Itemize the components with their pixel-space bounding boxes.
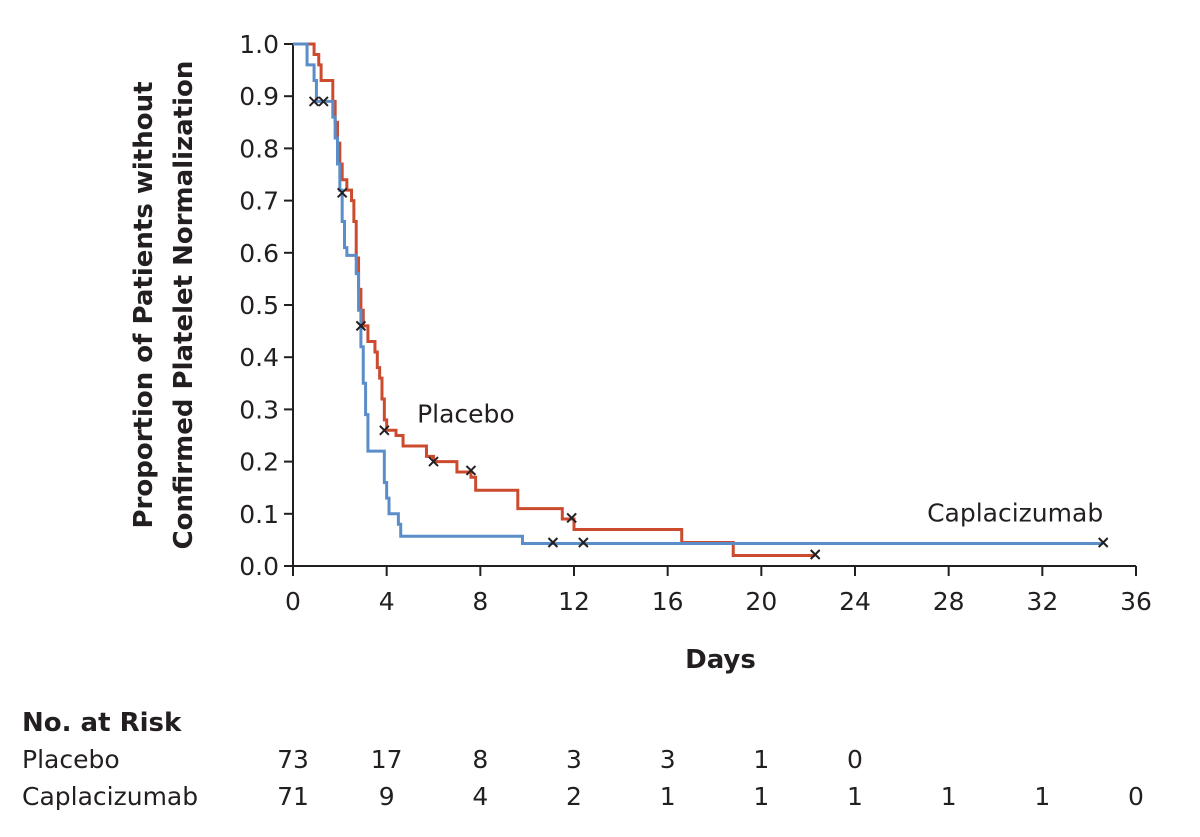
- x-tick-label: 4: [379, 587, 395, 616]
- risk-row-label: Caplacizumab: [22, 782, 198, 811]
- x-axis-title: Days: [685, 645, 756, 675]
- censor-mark: [1098, 537, 1109, 548]
- risk-table-title: No. at Risk: [22, 708, 182, 738]
- y-tick-label: 1.0: [239, 30, 279, 59]
- risk-value: 1: [753, 745, 769, 774]
- censor-mark: [809, 549, 821, 560]
- risk-value: 0: [847, 745, 863, 774]
- risk-value: 8: [472, 745, 488, 774]
- censor-mark: [465, 465, 477, 476]
- risk-value: 73: [277, 745, 309, 774]
- y-tick-label: 0.4: [239, 343, 279, 372]
- censor-mark: [566, 512, 577, 524]
- x-tick-label: 12: [558, 587, 590, 616]
- censor-mark: [336, 187, 348, 198]
- y-tick-label: 0.1: [239, 500, 279, 529]
- x-tick-label: 32: [1026, 587, 1058, 616]
- risk-value: 2: [566, 782, 582, 811]
- axes: [292, 44, 1136, 567]
- risk-value: 0: [1128, 782, 1144, 811]
- series-label: Placebo: [417, 399, 515, 428]
- x-tick-label: 16: [652, 587, 684, 616]
- y-tick-label: 0.5: [239, 291, 279, 320]
- y-axis-title-line: Proportion of Patients without: [129, 81, 159, 528]
- series-lines: [293, 42, 1104, 558]
- risk-value: 1: [753, 782, 769, 811]
- y-tick-label: 0.6: [239, 239, 279, 268]
- censor-mark: [318, 96, 329, 107]
- series-line-caplacizumab: [293, 42, 1104, 546]
- series-line-placebo: [293, 42, 816, 558]
- risk-value: 3: [660, 745, 676, 774]
- censor-mark: [379, 425, 390, 436]
- y-axis-title: Proportion of Patients without Confirmed …: [129, 61, 199, 550]
- series-label: Caplacizumab: [927, 499, 1103, 528]
- censor-mark: [428, 456, 439, 467]
- y-tick-label: 0.0: [239, 552, 279, 581]
- y-tick-label: 0.2: [239, 448, 279, 477]
- y-tick-label: 0.8: [239, 134, 279, 163]
- risk-table: Placebo 73 17 8 3 3 1 0 Caplacizumab 71 9 4 2 1 1 1 1 1 0: [22, 745, 1144, 811]
- x-tick-label: 20: [745, 587, 777, 616]
- x-tick-label: 28: [933, 587, 965, 616]
- censor-marks: [308, 96, 1109, 560]
- x-tick-label: 0: [285, 587, 301, 616]
- risk-value: 3: [566, 745, 582, 774]
- censor-mark: [355, 320, 367, 332]
- y-tick-label: 0.3: [239, 395, 279, 424]
- risk-value: 4: [472, 782, 488, 811]
- censor-mark: [578, 537, 589, 548]
- risk-value: 1: [1034, 782, 1050, 811]
- risk-value: 9: [379, 782, 395, 811]
- x-axis-ticks: 0 4 8 12 16 20 24 28 32 36: [285, 566, 1152, 616]
- x-tick-label: 8: [472, 587, 488, 616]
- risk-value: 17: [371, 745, 403, 774]
- y-tick-label: 0.9: [239, 82, 279, 111]
- risk-value: 1: [847, 782, 863, 811]
- y-axis-title-line: Confirmed Platelet Normalization: [169, 61, 199, 550]
- series-labels: Placebo Caplacizumab: [417, 399, 1103, 527]
- risk-value: 1: [660, 782, 676, 811]
- risk-value: 1: [941, 782, 957, 811]
- x-tick-label: 24: [839, 587, 871, 616]
- y-tick-label: 0.7: [239, 187, 279, 216]
- censor-mark: [547, 537, 559, 548]
- risk-row-label: Placebo: [22, 745, 120, 774]
- censor-mark: [308, 96, 320, 107]
- risk-value: 71: [277, 782, 309, 811]
- x-tick-label: 36: [1120, 587, 1152, 616]
- y-axis-ticks: 0.0 0.1 0.2 0.3 0.4 0.5 0.6 0.7 0.8 0.9 1.0: [239, 30, 293, 581]
